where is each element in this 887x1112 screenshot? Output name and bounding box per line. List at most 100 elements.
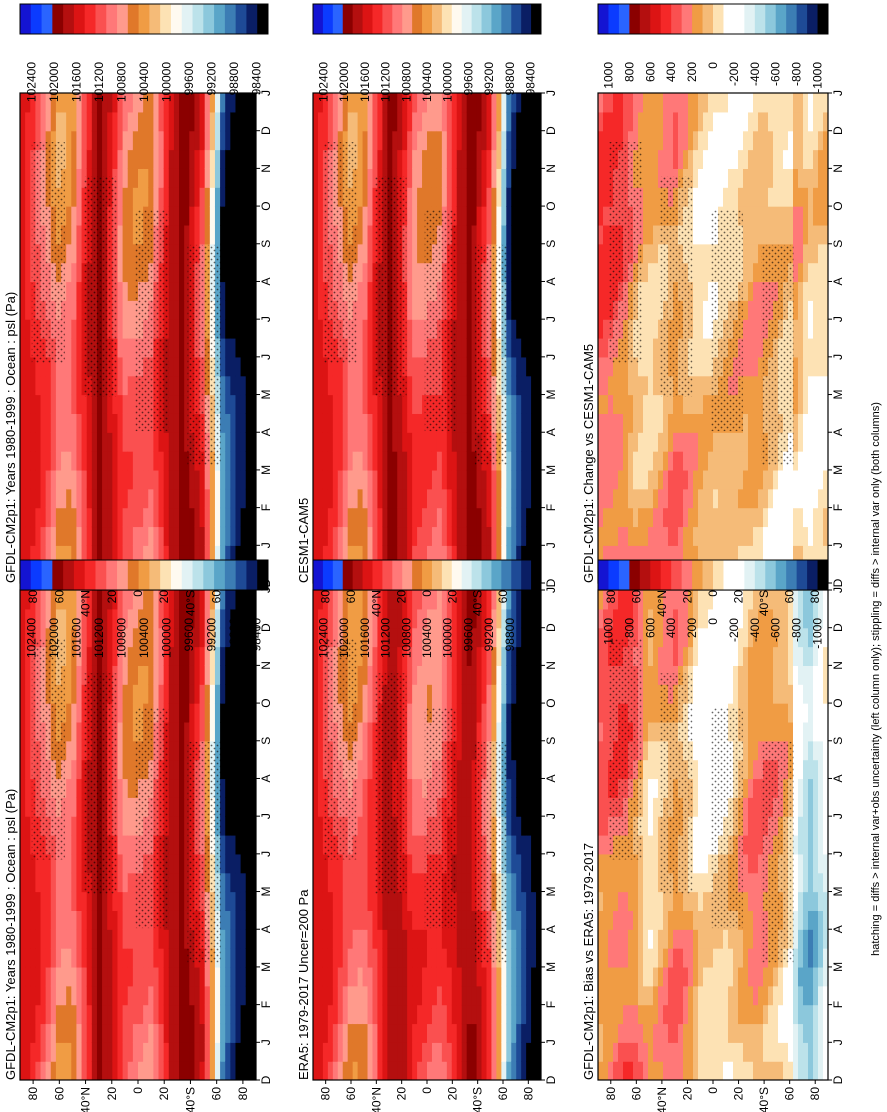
heatmap-cell	[132, 1004, 139, 1025]
heatmap-cell	[250, 507, 256, 528]
heatmap-cell	[214, 966, 221, 987]
heatmap-cell	[245, 507, 252, 528]
heatmap-cell	[220, 703, 226, 723]
heatmap-cell	[76, 206, 83, 226]
heatmap-cell	[466, 627, 473, 648]
month-tick-label: J	[259, 90, 273, 96]
heatmap-cell	[204, 590, 211, 610]
heatmap-cell	[486, 93, 493, 113]
heatmap-cell	[184, 891, 190, 911]
lat-tick-label: 40°S	[183, 1087, 197, 1112]
heatmap-cell	[367, 985, 374, 1006]
heatmap-cell	[25, 684, 31, 704]
heatmap-cell	[163, 469, 170, 490]
heatmap-cell	[377, 891, 383, 911]
heatmap-cell	[397, 646, 403, 666]
heatmap-cell	[506, 1061, 512, 1080]
heatmap-cell	[342, 375, 349, 396]
heatmap-cell	[225, 759, 231, 780]
heatmap-cell	[184, 432, 190, 452]
heatmap-cell	[362, 853, 369, 874]
heatmap-cell	[526, 1061, 532, 1080]
heatmap-cell	[66, 590, 72, 610]
heatmap-cell	[471, 545, 478, 565]
heatmap-cell	[327, 985, 334, 1006]
heatmap-cell	[357, 319, 364, 339]
heatmap-cell	[377, 1042, 383, 1062]
heatmap-cell	[240, 608, 247, 629]
heatmap-cell	[471, 469, 478, 490]
heatmap-cell	[168, 224, 175, 245]
heatmap-cell	[506, 432, 512, 452]
heatmap-cell	[496, 966, 502, 987]
heatmap-cell	[417, 281, 423, 301]
heatmap-cell	[66, 451, 72, 471]
heatmap-cell	[332, 1061, 339, 1080]
heatmap-cell	[511, 243, 517, 264]
heatmap-cell	[122, 338, 129, 358]
heatmap-cell	[168, 488, 175, 509]
heatmap-cell	[536, 1061, 541, 1080]
heatmap-cell	[436, 665, 443, 685]
heatmap-cell	[194, 488, 201, 509]
heatmap-cell	[61, 130, 67, 151]
heatmap-cell	[417, 872, 423, 893]
month-tick-label: J	[544, 1039, 558, 1045]
stippling	[474, 741, 507, 963]
heatmap-cell	[332, 356, 339, 377]
heatmap-cell	[214, 985, 221, 1006]
heatmap-cell	[427, 966, 433, 987]
heatmap-cell	[127, 300, 134, 320]
heatmap-cell	[436, 469, 443, 490]
heatmap-cell	[76, 413, 83, 433]
heatmap-cell	[127, 966, 134, 987]
heatmap-cell	[153, 929, 160, 949]
heatmap-cell	[456, 1061, 463, 1080]
heatmap-cell	[168, 243, 175, 264]
heatmap-cell	[516, 111, 522, 132]
heatmap-cell	[91, 130, 98, 151]
heatmap-cell	[516, 1023, 522, 1043]
heatmap-cell	[422, 985, 428, 1006]
heatmap-cell	[521, 835, 527, 855]
heatmap-cell	[466, 262, 473, 283]
heatmap-cell	[199, 187, 206, 207]
heatmap-cell	[35, 985, 42, 1006]
heatmap-cell	[531, 797, 537, 817]
heatmap-cell	[461, 526, 468, 546]
heatmap-cell	[397, 488, 403, 509]
lat-tick-label: 60	[496, 590, 510, 604]
heatmap-cell	[153, 488, 160, 509]
heatmap-cell	[392, 891, 398, 911]
heatmap-cell	[481, 224, 488, 245]
heatmap-cell	[511, 929, 517, 949]
heatmap-cell	[526, 130, 532, 151]
heatmap-cell	[357, 545, 364, 565]
heatmap-cell	[402, 469, 408, 490]
heatmap-cell	[209, 966, 216, 987]
heatmap-cell	[122, 488, 129, 509]
heatmap-cell	[506, 451, 512, 471]
heatmap-cell	[496, 1042, 502, 1062]
heatmap-cell	[50, 111, 57, 132]
heatmap-cell	[407, 338, 413, 358]
heatmap-cell	[387, 488, 393, 509]
heatmap-cell	[407, 432, 413, 452]
heatmap-cell	[20, 853, 26, 874]
heatmap-cell	[506, 853, 512, 874]
heatmap-cell	[220, 224, 226, 245]
heatmap-cell	[240, 262, 247, 283]
heatmap-cell	[173, 608, 180, 629]
heatmap-cell	[173, 910, 180, 930]
heatmap-cell	[456, 356, 463, 377]
heatmap-cell	[71, 526, 78, 546]
heatmap-cell	[148, 929, 154, 949]
heatmap-cell	[76, 243, 83, 264]
heatmap-cell	[204, 721, 211, 742]
heatmap-cell	[153, 948, 160, 968]
heatmap-cell	[40, 985, 47, 1006]
heatmap-cell	[158, 111, 165, 132]
heatmap-cell	[245, 545, 252, 565]
heatmap-cell	[313, 910, 319, 930]
heatmap-cell	[163, 1061, 170, 1080]
